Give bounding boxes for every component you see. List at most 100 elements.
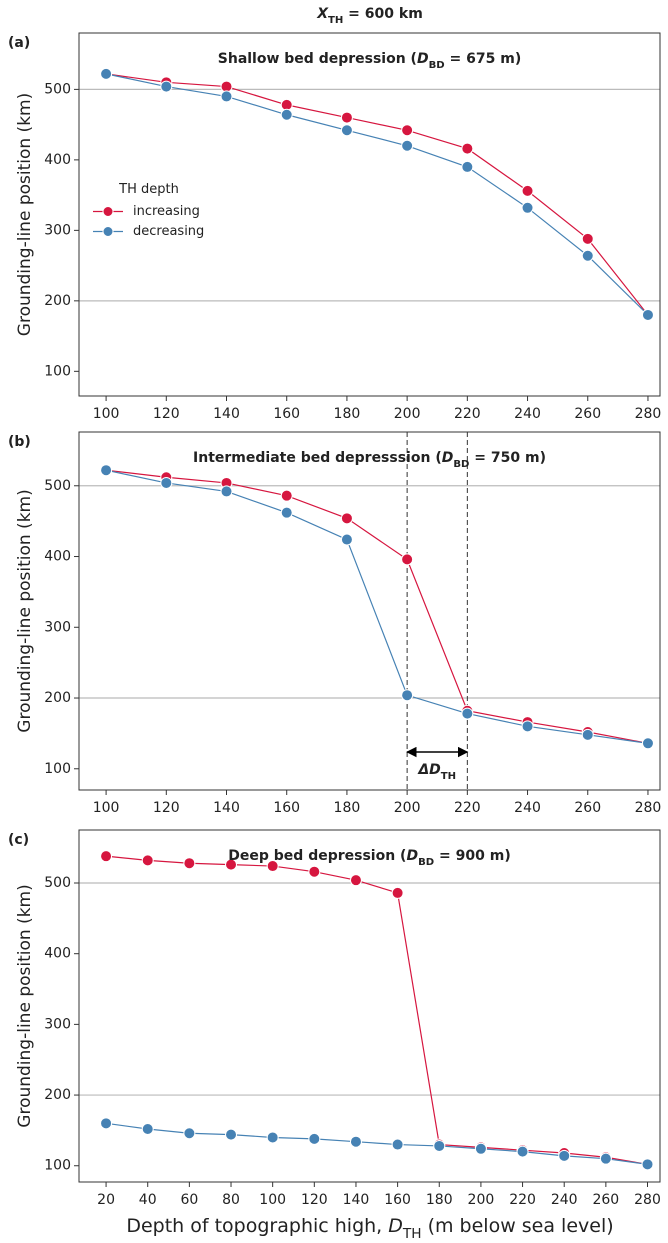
y-tick-label: 500: [44, 875, 71, 891]
data-point: [641, 737, 654, 750]
data-point: [220, 90, 233, 103]
data-point: [401, 689, 414, 702]
data-point: [349, 874, 362, 887]
data-point: [461, 142, 474, 155]
y-axis-label: Grounding-line position (km): [15, 489, 35, 732]
data-point: [340, 111, 353, 124]
x-tick-label: 260: [592, 1192, 619, 1208]
y-tick-label: 200: [44, 293, 71, 309]
panel-title: Shallow bed depression (DBD = 675 m): [218, 51, 521, 71]
x-tick-label: 180: [426, 1192, 453, 1208]
data-point: [280, 108, 293, 121]
data-point: [521, 184, 534, 197]
text-piece: = 750 m): [469, 450, 546, 466]
text-piece: D: [417, 51, 429, 67]
y-axis-label: Grounding-line position (km): [15, 93, 35, 336]
x-tick-label: 100: [93, 406, 120, 422]
text-piece: BD: [418, 857, 434, 868]
y-tick-label: 200: [44, 1087, 71, 1103]
text-piece: Intermediate bed depresssion (: [193, 450, 442, 466]
text-piece: Shallow bed depression (: [218, 51, 417, 67]
x-tick-label: 220: [454, 406, 481, 422]
legend-marker: [102, 206, 114, 217]
data-point: [581, 249, 594, 262]
data-point: [280, 98, 293, 111]
data-point: [391, 1138, 404, 1151]
x-tick-label: 120: [301, 1192, 328, 1208]
series-line: [105, 469, 649, 744]
data-point: [280, 506, 293, 519]
y-tick-label: 400: [44, 152, 71, 168]
panel-title: Deep bed depression (DBD = 900 m): [228, 848, 510, 868]
data-point: [641, 1158, 654, 1171]
data-point: [641, 308, 654, 321]
data-point: [308, 1132, 321, 1145]
plot-frame: [78, 32, 661, 397]
legend-marker: [102, 226, 114, 237]
figure-title: XTH = 600 km: [316, 6, 423, 26]
x-tick-label: 260: [574, 800, 601, 816]
x-tick-label: 180: [334, 406, 361, 422]
text-piece: TH: [441, 771, 456, 782]
data-point: [401, 139, 414, 152]
data-point: [340, 512, 353, 525]
x-tick-label: 280: [635, 800, 662, 816]
data-point: [401, 553, 414, 566]
y-tick-label: 400: [44, 946, 71, 962]
data-point: [401, 124, 414, 137]
text-piece: ΔD: [417, 762, 440, 778]
x-tick-label: 200: [394, 800, 421, 816]
data-point: [340, 124, 353, 137]
panel-label: (c): [8, 832, 29, 848]
data-point: [100, 850, 113, 863]
data-point: [280, 489, 293, 502]
text-piece: Deep bed depression (: [228, 848, 406, 864]
data-point: [581, 728, 594, 741]
x-tick-label: 140: [213, 800, 240, 816]
series-line: [106, 73, 649, 316]
text-piece: BD: [429, 60, 445, 71]
data-point: [340, 533, 353, 546]
y-tick-label: 500: [44, 478, 71, 494]
panel-label: (a): [8, 35, 30, 51]
plot-frame: [78, 829, 661, 1183]
data-point: [308, 865, 321, 878]
data-point: [391, 886, 404, 899]
data-point: [100, 1117, 113, 1130]
text-piece: D: [442, 450, 454, 466]
x-tick-label: 120: [153, 800, 180, 816]
legend-label: increasing: [133, 204, 200, 219]
x-tick-label: 200: [394, 406, 421, 422]
x-tick-label: 200: [468, 1192, 495, 1208]
y-axis-label: Grounding-line position (km): [15, 884, 35, 1127]
data-point: [433, 1139, 446, 1152]
x-tick-label: 140: [213, 406, 240, 422]
annotation-label: ΔDTH: [417, 762, 456, 782]
x-tick-label: 140: [343, 1192, 370, 1208]
legend-title: TH depth: [118, 182, 179, 197]
y-tick-label: 300: [44, 619, 71, 635]
data-point: [141, 1122, 154, 1135]
text-piece: D: [406, 848, 418, 864]
data-point: [160, 476, 173, 489]
data-point: [183, 1127, 196, 1140]
x-tick-label: 240: [514, 800, 541, 816]
text-piece: D: [388, 1215, 403, 1237]
x-tick-label: 100: [93, 800, 120, 816]
legend-label: decreasing: [133, 224, 204, 239]
data-point: [474, 1142, 487, 1155]
data-point: [461, 707, 474, 720]
x-axis-label: Depth of topographic high, DTH (m below …: [126, 1215, 613, 1243]
x-tick-label: 240: [551, 1192, 578, 1208]
data-point: [141, 854, 154, 867]
x-tick-label: 220: [454, 800, 481, 816]
x-tick-label: 40: [139, 1192, 157, 1208]
panel-label: (b): [8, 434, 31, 450]
data-point: [220, 485, 233, 498]
x-tick-label: 20: [97, 1192, 115, 1208]
x-tick-label: 80: [222, 1192, 240, 1208]
series-line: [105, 73, 649, 316]
data-point: [266, 860, 279, 873]
text-piece: TH: [402, 1226, 422, 1242]
x-tick-label: 280: [635, 406, 662, 422]
